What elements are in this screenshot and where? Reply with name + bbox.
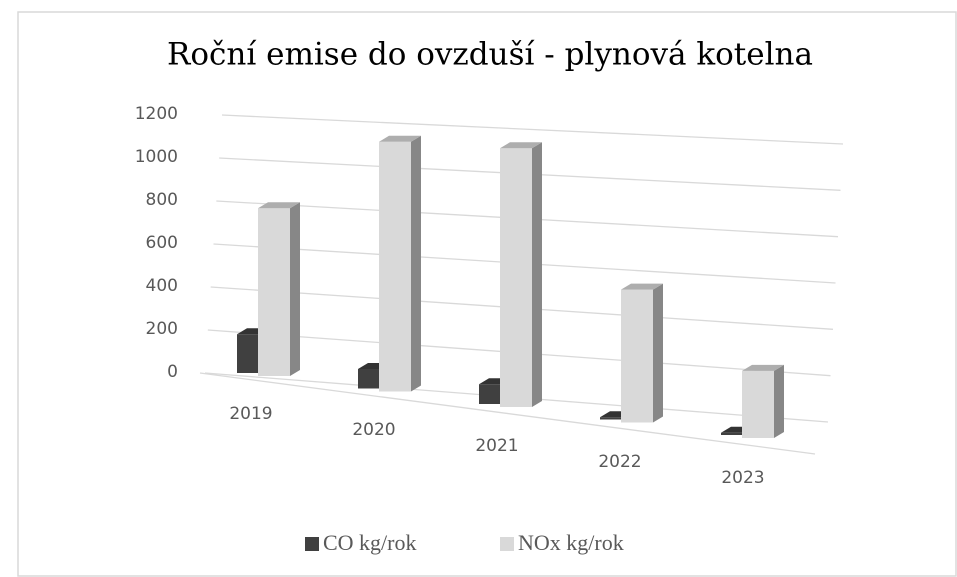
- bar-top: [258, 202, 300, 209]
- bar-top: [379, 135, 421, 142]
- x-tick-label: 2023: [721, 468, 764, 488]
- floor-edge: [199, 372, 816, 455]
- bar-top: [621, 283, 663, 290]
- bar-top: [500, 142, 542, 149]
- bar-front: [358, 368, 382, 389]
- x-tick-label: 2021: [475, 436, 518, 456]
- bar-side: [411, 135, 421, 392]
- legend-label: CO kg/rok: [323, 530, 417, 555]
- x-tick-label: 2020: [352, 420, 395, 440]
- bar: [621, 283, 663, 423]
- y-tick-label: 200: [146, 319, 178, 339]
- grid-line: [221, 114, 844, 145]
- bar-front: [258, 208, 290, 376]
- bar-front: [479, 384, 503, 404]
- y-tick-label: 0: [167, 362, 178, 382]
- x-tick-label: 2019: [229, 404, 272, 424]
- chart-frame: [17, 11, 957, 577]
- y-tick-label: 400: [146, 276, 178, 296]
- legend-swatch: [305, 537, 319, 551]
- bar-front: [237, 334, 261, 373]
- y-tick-label: 1200: [135, 104, 178, 124]
- bar-side: [290, 202, 300, 376]
- bar-side: [653, 283, 663, 423]
- y-tick-label: 1000: [135, 147, 178, 167]
- bar-front: [621, 289, 653, 423]
- bar-front: [500, 148, 532, 407]
- bar-front: [721, 432, 745, 435]
- bar: [742, 364, 784, 438]
- bar-front: [379, 141, 411, 392]
- legend-label: NOx kg/rok: [518, 530, 624, 555]
- y-tick-label: 600: [146, 233, 178, 253]
- bar-front: [742, 370, 774, 438]
- bar-top: [742, 364, 784, 371]
- chart-title: Roční emise do ovzduší - plynová kotelna: [167, 37, 813, 73]
- bar-side: [532, 142, 542, 407]
- bar-side: [774, 364, 784, 438]
- bar: [258, 202, 300, 376]
- legend-swatch: [500, 537, 514, 551]
- bar-front: [600, 417, 624, 420]
- x-tick-label: 2022: [598, 452, 641, 472]
- bar: [379, 135, 421, 392]
- y-tick-label: 800: [146, 190, 178, 210]
- bar: [500, 142, 542, 407]
